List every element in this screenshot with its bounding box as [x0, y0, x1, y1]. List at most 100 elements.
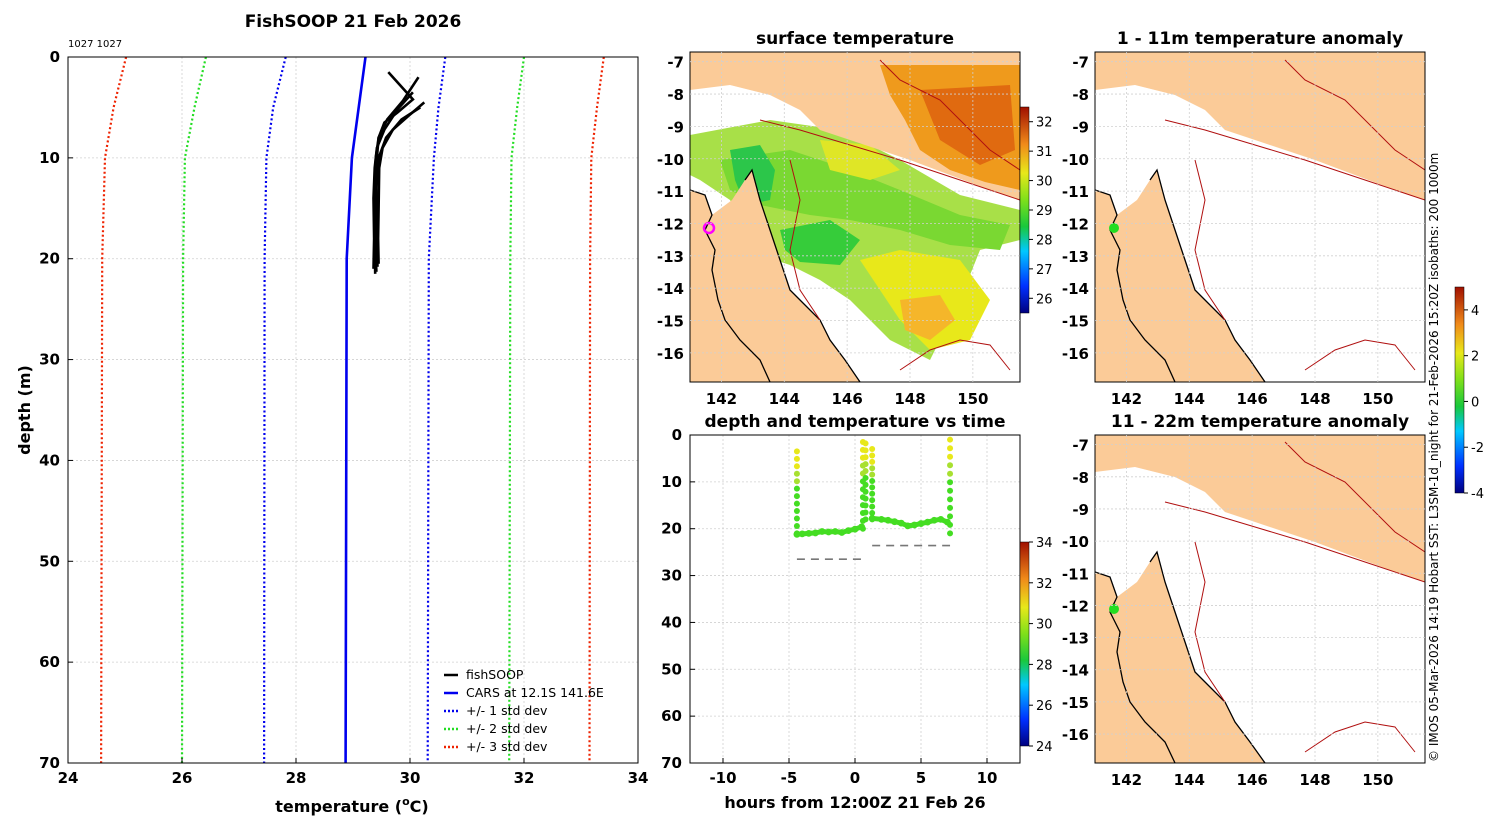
depth-time-cast-point: [947, 445, 954, 452]
anomaly-map-2-lon-label: 148: [1299, 771, 1330, 789]
anomaly-map-2-lon-label: 144: [1174, 771, 1205, 789]
anomaly-map-1-title: 1 - 11m temperature anomaly: [1117, 29, 1403, 49]
anomaly-map-1-lat-label: -8: [1072, 86, 1089, 104]
depth-time-colorbar-label: 28: [1036, 658, 1053, 673]
depth-time-cast-point: [862, 454, 869, 461]
depth-time-cast-point: [869, 478, 876, 485]
anomaly-map-1-frame: [1094, 51, 1426, 383]
anomaly-map-2-lat-label: -12: [1062, 597, 1089, 615]
anomaly-map-2-coast: [1095, 550, 1266, 763]
profile-chart: FishSOOP 21 Feb 2026 1027 1027 24 26 28 30 3…: [15, 12, 648, 816]
sst-north-darkorange: [920, 85, 1015, 165]
profile-title: FishSOOP 21 Feb 2026: [245, 12, 462, 32]
depth-time-cast-point: [793, 485, 800, 492]
anomaly-map-1-lat-label: -9: [1072, 118, 1089, 136]
depth-time-colorbar-label: 30: [1036, 618, 1053, 633]
anomaly-map-2-lat-label: -14: [1062, 662, 1089, 680]
sst-map-lat-label: -9: [667, 118, 684, 136]
cape-york-coast: [744, 168, 861, 382]
anomaly-map-2-lon-label: 150: [1362, 771, 1393, 789]
anomaly-map-1-coast: [1095, 168, 1266, 382]
anomaly-map-1-lat-label: -11: [1062, 183, 1089, 201]
anomaly-map-2-new-guinea: [1095, 435, 1425, 582]
depth-time-cast-point: [793, 463, 800, 470]
anomaly-map-1-lat-label: -14: [1062, 280, 1089, 298]
depth-time-cast-point: [862, 447, 869, 454]
anomaly-map-2-lat-label: -15: [1062, 694, 1089, 712]
anomaly-map-1-content: [1095, 52, 1425, 382]
sst-map-lat-label: -13: [657, 248, 684, 266]
anomaly-map-2-lat-label: -7: [1072, 437, 1089, 455]
depth-time-cast-point: [947, 504, 954, 511]
depth-time-colorbar-label: 26: [1036, 699, 1053, 714]
depth-time-tow-track-0: [794, 524, 865, 537]
depth-time-cast-point: [947, 453, 954, 460]
depth-time-cast-point: [862, 461, 869, 468]
anomaly-map-2-lat-label: -13: [1062, 630, 1089, 648]
anomaly-map-2-lat-label: -10: [1062, 533, 1089, 551]
cape-york-peninsula: [705, 170, 860, 382]
profile-x-tick-label: 30: [400, 769, 421, 787]
depth-time-cast-point: [862, 488, 869, 495]
depth-time-colorbar-label: 32: [1036, 577, 1053, 592]
depth-time-cast-point: [947, 462, 954, 469]
anomaly-map-1-peninsula: [1110, 170, 1265, 382]
depth-time-y-tick-label: 40: [661, 613, 682, 631]
depth-time-cast-point: [869, 497, 876, 504]
legend-entry-fishsoop: fishSOOP: [466, 667, 524, 682]
corner-label: 1027 1027: [68, 39, 122, 50]
depth-time-cast-point: [862, 516, 869, 523]
sst-map-lat-label: -12: [657, 215, 684, 233]
legend-entry-std1: +/- 1 std dev: [466, 703, 548, 718]
sst-colorbar-label: 27: [1036, 263, 1053, 278]
profile-series-cars-at-12-1s-141-6e-0: [344, 56, 367, 764]
sst-map-lat-label: -7: [667, 54, 684, 72]
depth-time-cast-point: [869, 503, 876, 510]
profile-x-axis-label: temperature (oC): [275, 795, 428, 816]
depth-time-cast-point: [869, 465, 876, 472]
depth-time-cast-point: [862, 502, 869, 509]
anomaly-map-1-lat-label: -12: [1062, 215, 1089, 233]
sst-map-lat-label: -11: [657, 183, 684, 201]
profile-axes-frame: [67, 56, 639, 764]
depth-time-cast-point: [947, 479, 954, 486]
depth-time-cast-point: [947, 496, 954, 503]
depth-time-y-tick-label: 30: [661, 567, 682, 585]
anomaly-map-1-lat-label: -13: [1062, 248, 1089, 266]
anomaly-colorbar: [1454, 286, 1465, 494]
depth-time-y-tick-label: 60: [661, 707, 682, 725]
depth-time-cast-point: [869, 490, 876, 497]
depth-time-cast-point: [869, 452, 876, 459]
anomaly-map-11-22m: 11 - 22m temperature anomaly 142 144 146 14…: [1062, 412, 1426, 789]
depth-time-cast-point: [793, 493, 800, 500]
sst-colorbar-label: 26: [1036, 292, 1053, 307]
sst-map-lat-label: -14: [657, 280, 684, 298]
depth-time-x-tick-label: 10: [977, 769, 998, 787]
anomaly-colorbar-label: 4: [1471, 304, 1479, 319]
anomaly-map-1-isobaths: [1164, 59, 1425, 371]
depth-time-cast-point: [793, 500, 800, 507]
sst-field-core: [720, 150, 1010, 250]
depth-time-x-axis-label: hours from 12:00Z 21 Feb 26: [724, 793, 985, 812]
profile-x-tick-label: 34: [628, 769, 649, 787]
legend-entry-std2: +/- 2 std dev: [466, 721, 548, 736]
profile-y-tick-label: 0: [50, 48, 60, 66]
sst-field-orange-patch: [900, 295, 955, 340]
gulf-coast: [690, 189, 771, 382]
anomaly-colorbar-label: -2: [1471, 441, 1484, 456]
depth-time-cast-point: [862, 474, 869, 481]
sst-map-lon-label: 142: [706, 390, 737, 408]
depth-time-cast-point: [793, 508, 800, 515]
profile-series-fishsoop-11: [376, 101, 426, 264]
sst-colorbar-label: 31: [1036, 145, 1053, 160]
copyright-note: © IMOS 05-Mar-2026 14:19 Hobart SST: L3S…: [1427, 153, 1441, 762]
sst-map-lon-label: 144: [769, 390, 800, 408]
depth-time-colorbar: [1019, 541, 1030, 747]
depth-time-cast-point: [869, 484, 876, 491]
profile-y-tick-label: 70: [39, 754, 60, 772]
depth-time-cast-point: [947, 530, 954, 537]
depth-time-cast-point: [793, 478, 800, 485]
sst-map-content: [690, 52, 1020, 382]
